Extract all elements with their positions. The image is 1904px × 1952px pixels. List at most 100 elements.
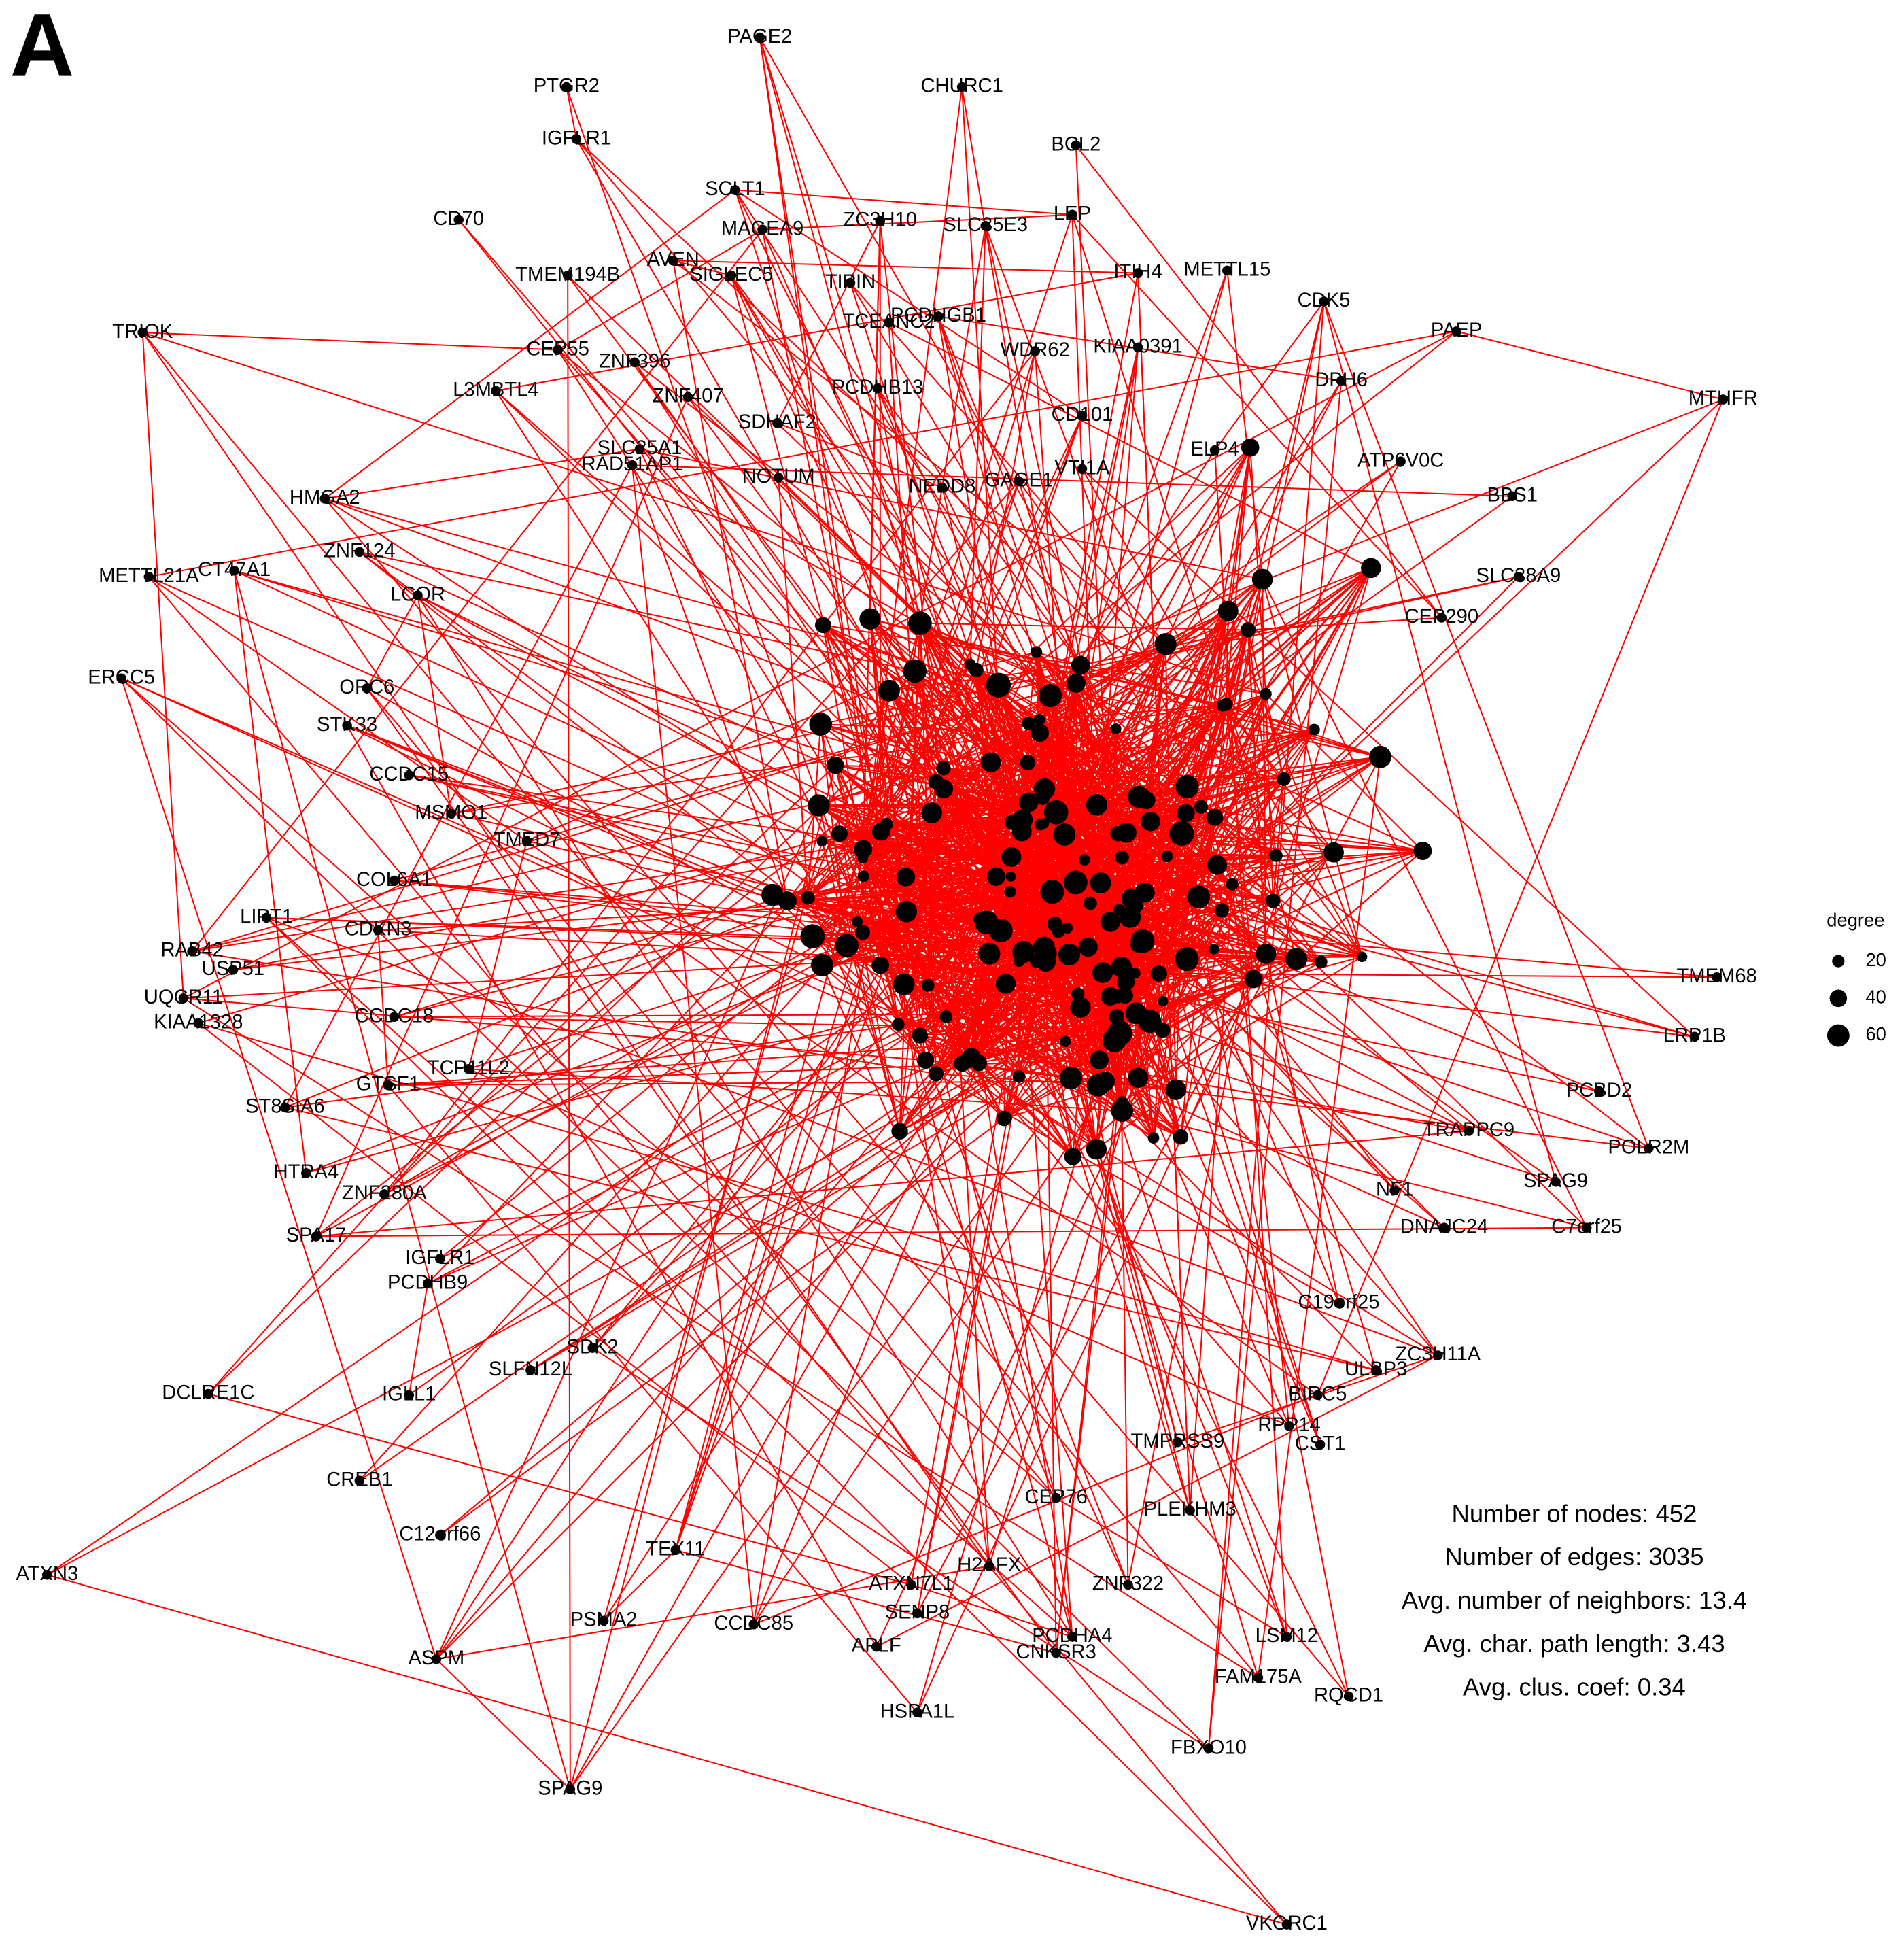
edge <box>1055 821 1152 1654</box>
edge <box>1221 729 1315 911</box>
edge <box>759 37 990 1566</box>
node-label: DCLRE1C <box>162 1382 254 1404</box>
edge <box>359 964 823 1482</box>
edge <box>839 567 1372 835</box>
edge <box>121 677 972 1059</box>
node <box>379 1189 390 1199</box>
hub-node <box>1038 683 1062 708</box>
edge <box>1262 579 1588 1229</box>
hub-node <box>1130 937 1145 953</box>
hub-node <box>1061 922 1073 934</box>
hub-node <box>801 891 815 905</box>
hub-node <box>1012 940 1035 963</box>
edge <box>911 1583 1073 1638</box>
hub-node <box>854 840 873 859</box>
edge <box>1226 301 1325 705</box>
node-label: ERCC5 <box>88 667 155 689</box>
node-label: SPAG9 <box>1523 1170 1588 1192</box>
hub-node <box>871 956 890 974</box>
node <box>757 224 767 235</box>
edge <box>208 1393 912 1586</box>
node <box>875 216 886 226</box>
edge <box>315 856 1012 1237</box>
hub-node <box>1128 785 1150 808</box>
edge <box>591 819 1023 1349</box>
hub-node <box>1033 714 1045 725</box>
hub-node <box>826 756 844 774</box>
edge <box>1137 273 1191 1511</box>
hub-node <box>908 611 932 635</box>
edge <box>324 498 999 686</box>
hub-node <box>1117 973 1135 991</box>
edge <box>1207 381 1343 1749</box>
hub-node <box>1022 717 1035 730</box>
node <box>453 214 464 225</box>
edge <box>1323 301 1650 1149</box>
edge <box>1084 859 1181 1137</box>
edge <box>1323 301 1557 1182</box>
node-label: CNKSR3 <box>1016 1641 1096 1663</box>
edge <box>916 885 1050 1613</box>
edge <box>192 811 1056 953</box>
edge <box>734 189 1083 417</box>
edge <box>674 481 1020 1551</box>
edge <box>1096 567 1372 806</box>
node-label: CD70 <box>433 208 484 230</box>
node-label: USP51 <box>202 958 264 980</box>
edge <box>863 821 1013 859</box>
node <box>912 1608 922 1619</box>
edge <box>1247 630 1277 856</box>
node-label: ZNF280A <box>342 1182 427 1204</box>
edge <box>731 275 1151 1022</box>
edge <box>984 226 1143 942</box>
edge <box>347 725 1118 1018</box>
node <box>383 1080 394 1091</box>
hub-node <box>1020 755 1036 771</box>
node-label: VKORC1 <box>1246 1913 1328 1934</box>
edge <box>1011 856 1599 1093</box>
edge <box>1120 966 1321 1445</box>
hub-node <box>1030 646 1043 658</box>
edge <box>839 447 1251 834</box>
edge <box>821 214 1073 965</box>
edge <box>47 1574 1287 1925</box>
hub-node <box>1244 970 1263 989</box>
labels: PAGE2 PTGR2 CHURC1 IGFLR1 BCL2 SCLT1 CD70 ZC3H1… <box>16 26 1757 1934</box>
edge <box>687 396 1041 734</box>
hub-node <box>986 672 1011 698</box>
hub-node <box>1071 655 1090 675</box>
node-label: PCDHGB1 <box>890 305 986 326</box>
hub-node <box>1059 1066 1083 1090</box>
node <box>1281 1632 1292 1642</box>
hub-node <box>835 934 859 957</box>
hub-node <box>1356 951 1368 963</box>
edge <box>408 1283 429 1396</box>
hub-node <box>1269 849 1283 862</box>
node <box>1464 1126 1474 1136</box>
node <box>143 572 154 582</box>
edge <box>730 275 1011 893</box>
node-label: CST1 <box>1295 1433 1346 1455</box>
edge <box>417 594 1122 968</box>
edge <box>634 362 1002 931</box>
edge <box>834 765 1121 1034</box>
node <box>422 1278 433 1289</box>
hub-node <box>939 1010 953 1023</box>
stat-line: Avg. number of neighbors: 13.4 <box>1402 1586 1747 1614</box>
hub-node <box>1323 842 1344 863</box>
node-label: TMED7 <box>494 829 561 851</box>
node <box>178 993 189 1004</box>
edge <box>366 687 1057 1654</box>
edge <box>324 498 1147 801</box>
edge <box>903 983 1444 1229</box>
node <box>1014 476 1024 487</box>
node-label: TCEANC2 <box>842 311 935 332</box>
hub-node <box>1129 968 1141 979</box>
node-label: AVEN <box>647 249 699 271</box>
hub-node <box>1038 818 1050 829</box>
node <box>116 673 127 684</box>
node <box>193 1018 204 1029</box>
node-label: ST8SIA6 <box>245 1096 325 1118</box>
edge <box>234 570 1168 857</box>
